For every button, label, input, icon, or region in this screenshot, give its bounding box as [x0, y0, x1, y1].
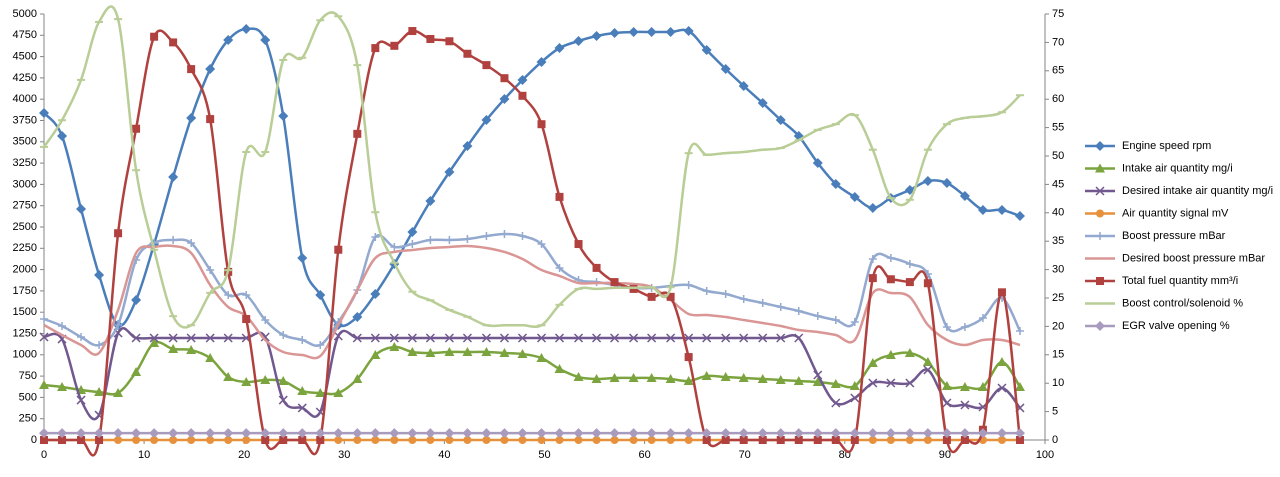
y2-tick-label: 65 — [1052, 65, 1064, 77]
x-tick-label: 40 — [438, 449, 450, 461]
y-tick-label: 1750 — [13, 285, 37, 297]
legend-label: Desired boost pressure mBar — [1122, 252, 1265, 264]
marker-square — [114, 229, 122, 237]
marker-square — [390, 42, 398, 50]
y-tick-label: 1000 — [13, 349, 37, 361]
legend-label: Boost pressure mBar — [1122, 230, 1226, 242]
y2-tick-label: 75 — [1052, 8, 1064, 20]
y-tick-label: 4750 — [13, 29, 37, 41]
marker-square — [206, 115, 214, 123]
marker-square — [482, 61, 490, 69]
marker-square — [685, 353, 693, 361]
marker-square — [575, 240, 583, 248]
y-tick-label: 500 — [19, 391, 37, 403]
y2-tick-label: 50 — [1052, 150, 1064, 162]
y-tick-label: 0 — [31, 434, 37, 446]
marker-square — [150, 33, 158, 41]
y-tick-label: 750 — [19, 370, 37, 382]
y-tick-label: 2000 — [13, 264, 37, 276]
y2-tick-label: 35 — [1052, 235, 1064, 247]
y2-tick-label: 70 — [1052, 36, 1064, 48]
marker-square — [371, 44, 379, 52]
y-tick-label: 3500 — [13, 136, 37, 148]
y-tick-label: 4000 — [13, 93, 37, 105]
y-tick-label: 2500 — [13, 221, 37, 233]
marker-square — [445, 37, 453, 45]
legend-label: Boost control/solenoid % — [1122, 297, 1243, 309]
y-tick-label: 250 — [19, 413, 37, 425]
marker-square — [924, 279, 932, 287]
marker-square — [132, 125, 140, 133]
marker-square — [887, 275, 895, 283]
y2-tick-label: 0 — [1052, 434, 1058, 446]
marker-square — [426, 35, 434, 43]
y2-tick-label: 15 — [1052, 349, 1064, 361]
y-tick-label: 3250 — [13, 157, 37, 169]
marker-square — [648, 293, 656, 301]
y-tick-label: 3750 — [13, 114, 37, 126]
marker-square — [334, 246, 342, 254]
marker-square — [537, 120, 545, 128]
y2-tick-label: 40 — [1052, 207, 1064, 219]
legend-label: Total fuel quantity mm³/i — [1122, 275, 1238, 287]
marker-square — [408, 27, 416, 35]
y2-tick-label: 25 — [1052, 292, 1064, 304]
marker-square — [242, 315, 250, 323]
legend-label: EGR valve opening % — [1122, 320, 1230, 332]
marker-square — [869, 274, 877, 282]
y2-tick-label: 55 — [1052, 122, 1064, 134]
marker-square — [518, 92, 526, 100]
y2-tick-label: 60 — [1052, 93, 1064, 105]
y2-tick-label: 45 — [1052, 178, 1064, 190]
x-tick-label: 10 — [138, 449, 150, 461]
x-tick-label: 20 — [238, 449, 250, 461]
marker-square — [500, 74, 508, 82]
x-tick-label: 30 — [338, 449, 350, 461]
marker-square — [998, 288, 1006, 296]
marker-square — [593, 264, 601, 272]
y-tick-label: 2750 — [13, 200, 37, 212]
marker-circle — [1096, 210, 1104, 218]
x-tick-label: 50 — [538, 449, 550, 461]
marker-square — [187, 65, 195, 73]
marker-square — [611, 278, 619, 286]
y-tick-label: 2250 — [13, 242, 37, 254]
y-tick-label: 5000 — [13, 8, 37, 20]
y-tick-label: 1250 — [13, 327, 37, 339]
legend-label: Intake air quantity mg/i — [1122, 162, 1233, 174]
legend-label: Engine speed rpm — [1122, 140, 1211, 152]
y2-tick-label: 10 — [1052, 377, 1064, 389]
x-tick-label: 0 — [41, 449, 47, 461]
marker-square — [353, 130, 361, 138]
x-tick-label: 60 — [638, 449, 650, 461]
y2-tick-label: 30 — [1052, 264, 1064, 276]
x-tick-label: 90 — [939, 449, 951, 461]
y-tick-label: 3000 — [13, 178, 37, 190]
x-tick-label: 100 — [1036, 449, 1054, 461]
legend-label: Air quantity signal mV — [1122, 207, 1229, 219]
y-tick-label: 4250 — [13, 72, 37, 84]
marker-square — [556, 193, 564, 201]
legend-label: Desired intake air quantity mg/i — [1122, 185, 1273, 197]
x-tick-label: 70 — [739, 449, 751, 461]
y-tick-label: 4500 — [13, 51, 37, 63]
y-tick-label: 1500 — [13, 306, 37, 318]
y2-tick-label: 5 — [1052, 406, 1058, 418]
marker-square — [1096, 277, 1104, 285]
marker-square — [906, 278, 914, 286]
y2-tick-label: 20 — [1052, 320, 1064, 332]
marker-square — [169, 38, 177, 46]
marker-square — [463, 50, 471, 58]
